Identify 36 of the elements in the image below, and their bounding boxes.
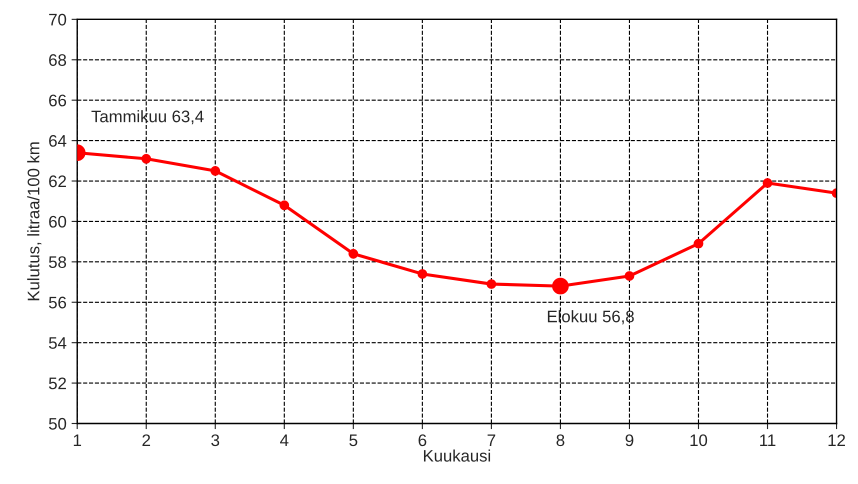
x-axis-title: Kuukausi: [424, 449, 490, 462]
x-tick-label: 5: [349, 434, 358, 446]
x-tick-label: 4: [280, 434, 288, 446]
x-tick-label: 7: [488, 434, 496, 446]
point: [279, 200, 290, 210]
x-tick-label: 10: [690, 434, 708, 446]
x-tick-label: 2: [142, 434, 150, 446]
y-tick-label: 56: [48, 296, 66, 308]
x-tick-label: 9: [626, 434, 634, 446]
point: [210, 166, 220, 176]
y-tick-label: 70: [49, 14, 66, 26]
y-axis-title: Kulutus, litraa/100 km: [27, 142, 42, 300]
annotation: Elokuu 56,8: [548, 310, 634, 324]
point: [141, 154, 152, 164]
point: [486, 279, 496, 289]
point: [348, 248, 358, 259]
x-tick-label: 12: [828, 434, 845, 446]
y-tick-label: 58: [48, 256, 66, 268]
x-tick-label: 3: [211, 434, 220, 446]
y-tick-label: 68: [49, 54, 66, 66]
point: [762, 178, 772, 188]
y-tick-label: 64: [49, 135, 66, 147]
x-tick-label: 8: [556, 434, 564, 446]
y-tick-label: 62: [49, 175, 66, 188]
x-tick-label: 1: [74, 434, 82, 446]
y-tick-label: 52: [48, 377, 66, 390]
point: [694, 238, 704, 249]
x-tick-label: 11: [760, 434, 776, 446]
y-tick-label: 54: [48, 337, 66, 349]
annotation: Tammikuu 63,4: [91, 110, 204, 124]
y-tick-label: 66: [49, 94, 66, 106]
point: [624, 271, 634, 281]
y-tick-label: 60: [49, 216, 66, 228]
point: [418, 269, 428, 279]
x-tick-label: 6: [418, 434, 426, 446]
y-tick-label: 50: [48, 418, 66, 430]
